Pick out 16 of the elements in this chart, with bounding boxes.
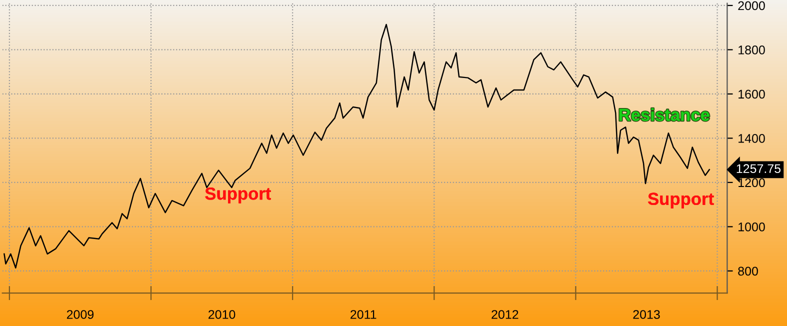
x-tick-label: 2012 (492, 310, 518, 319)
annotation: Resistance (619, 108, 710, 121)
y-tick-label: 1800 (738, 46, 765, 54)
annotation: Support (648, 192, 714, 208)
annotation: 1257.75 (736, 164, 781, 174)
y-tick-label: 1600 (738, 90, 765, 99)
x-tick-label: 2011 (350, 310, 376, 319)
y-tick-label: 1200 (738, 178, 765, 188)
y-tick-label: 2000 (738, 1, 765, 10)
y-tick-label: 1400 (738, 134, 765, 143)
x-tick-label: 2010 (208, 310, 236, 319)
x-tick-label: 2013 (633, 310, 660, 319)
annotation: Support (205, 187, 271, 204)
y-tick-label: 1000 (738, 222, 765, 232)
x-tick-label: 2009 (66, 310, 94, 319)
y-tick-label: 800 (738, 266, 758, 276)
